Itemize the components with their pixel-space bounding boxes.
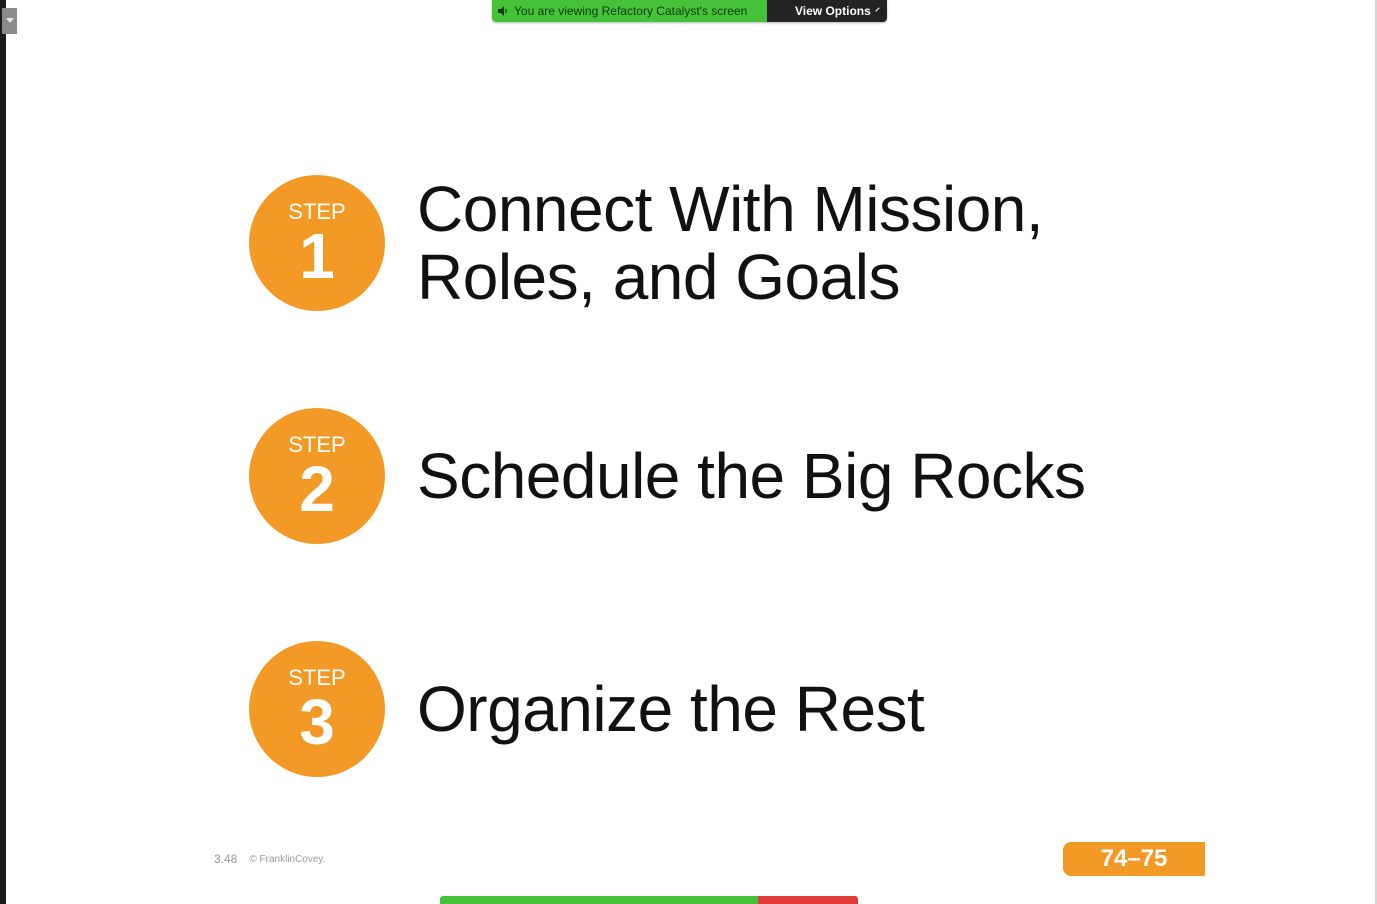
caret-down-icon <box>5 18 14 23</box>
collapse-panel-toggle[interactable] <box>2 8 17 34</box>
step-badge-word: STEP <box>288 665 346 690</box>
window-right-edge <box>1375 0 1377 904</box>
bottom-share-toolbar[interactable] <box>440 896 858 904</box>
step-3-row: STEP 3 Organize the Rest <box>249 641 925 777</box>
step-1-title: Connect With Mission, Roles, and Goals <box>417 173 1044 313</box>
view-options-button[interactable]: View Options <box>767 0 887 22</box>
step-1-title-line-2: Roles, and Goals <box>417 241 900 313</box>
slide-number: 3.48 <box>214 852 238 866</box>
step-2-title: Schedule the Big Rocks <box>417 440 1086 512</box>
step-badge-number: 1 <box>299 220 335 292</box>
step-1-title-line-1: Connect With Mission, <box>417 173 1044 245</box>
step-badge-number: 3 <box>299 686 335 758</box>
chevron-down-icon <box>875 7 880 12</box>
step-badge-number: 2 <box>299 453 335 525</box>
step-badge-word: STEP <box>288 432 346 457</box>
step-1-row: STEP 1 Connect With Mission, Roles, and … <box>249 173 1044 313</box>
share-toolbar-status <box>440 896 758 904</box>
step-3-badge: STEP 3 <box>249 641 385 777</box>
slide-footer: 3.48 © FranklinCovey. <box>214 852 325 866</box>
view-options-label: View Options <box>795 4 871 18</box>
page-reference-tab: 74–75 <box>1063 842 1205 876</box>
share-status-text: You are viewing Refactory Catalyst's scr… <box>514 4 748 18</box>
screen-share-banner: You are viewing Refactory Catalyst's scr… <box>492 0 887 22</box>
window-left-edge <box>0 0 6 904</box>
share-status-indicator: You are viewing Refactory Catalyst's scr… <box>492 0 767 22</box>
speaker-icon <box>498 6 507 16</box>
step-3-title: Organize the Rest <box>417 673 925 745</box>
step-1-badge: STEP 1 <box>249 175 385 311</box>
step-badge-word: STEP <box>288 199 346 224</box>
copyright-text: © FranklinCovey. <box>249 853 326 865</box>
step-2-row: STEP 2 Schedule the Big Rocks <box>249 408 1086 544</box>
step-2-badge: STEP 2 <box>249 408 385 544</box>
stop-share-button[interactable] <box>758 896 858 904</box>
